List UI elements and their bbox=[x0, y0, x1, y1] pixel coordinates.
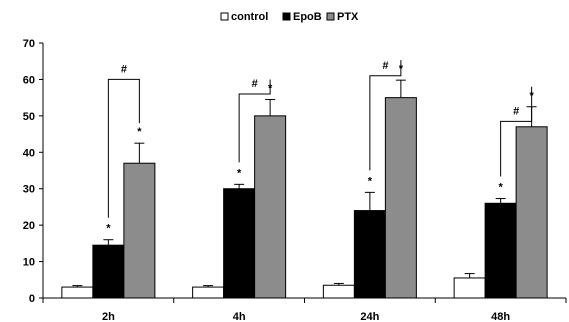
legend: control EpoB PTX bbox=[220, 11, 359, 23]
bar-PTX-4h bbox=[254, 115, 287, 299]
significance-star: * bbox=[368, 175, 373, 187]
y-tick-label: 30 bbox=[23, 184, 35, 196]
significance-star: * bbox=[237, 167, 242, 179]
legend-swatch-EpoB bbox=[282, 12, 291, 21]
significance-star: * bbox=[137, 126, 142, 138]
significance-bracket bbox=[238, 79, 271, 163]
significance-bracket bbox=[500, 86, 533, 177]
bar-PTX-24h bbox=[384, 97, 417, 299]
legend-swatch-control bbox=[220, 12, 229, 21]
x-tick-label: 4h bbox=[233, 311, 246, 322]
y-tick-label: 0 bbox=[29, 293, 35, 305]
legend-label-EpoB: EpoB bbox=[293, 11, 322, 23]
significance-star: * bbox=[498, 182, 503, 194]
x-tick-label: 2h bbox=[102, 311, 115, 322]
bars bbox=[61, 79, 548, 299]
significance-bracket bbox=[369, 60, 402, 171]
bar-control-4h bbox=[192, 286, 225, 299]
significance-hash: # bbox=[513, 105, 519, 117]
bar-EpoB-2h bbox=[92, 244, 125, 299]
legend-label-PTX: PTX bbox=[337, 11, 359, 23]
y-tick-label: 20 bbox=[23, 220, 35, 232]
significance-hash: # bbox=[121, 63, 127, 75]
significance-hash: # bbox=[382, 60, 388, 72]
bar-control-48h bbox=[453, 277, 486, 299]
y-tick-label: 40 bbox=[23, 147, 35, 159]
bar-control-24h bbox=[322, 284, 355, 299]
bar-EpoB-4h bbox=[223, 188, 256, 299]
bar-PTX-48h bbox=[515, 126, 548, 299]
significance-hash: # bbox=[252, 78, 258, 90]
significance-bracket bbox=[107, 78, 140, 218]
y-tick-label: 60 bbox=[23, 74, 35, 86]
y-tick-label: 10 bbox=[23, 257, 35, 269]
legend-label-control: control bbox=[231, 11, 268, 23]
bar-EpoB-48h bbox=[484, 202, 517, 299]
legend-swatch-PTX bbox=[326, 12, 335, 21]
y-tick-label: 50 bbox=[23, 111, 35, 123]
bar-control-2h bbox=[61, 286, 94, 299]
x-tick-label: 48h bbox=[491, 311, 510, 322]
x-tick-label: 24h bbox=[360, 311, 379, 322]
bar-PTX-2h bbox=[123, 162, 156, 299]
annotations: ********#### bbox=[106, 60, 534, 235]
significance-star: * bbox=[106, 223, 111, 235]
y-tick-label: 70 bbox=[23, 38, 35, 50]
bar-EpoB-24h bbox=[353, 210, 386, 299]
